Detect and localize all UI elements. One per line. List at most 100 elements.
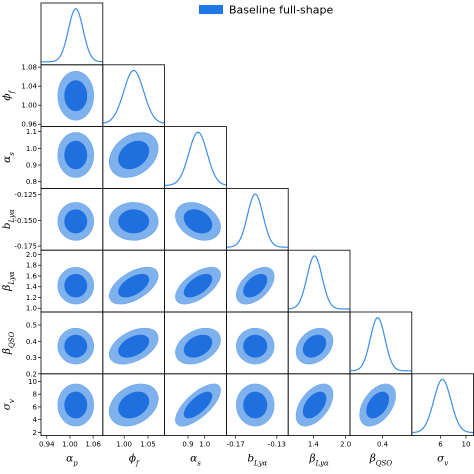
panel-6-0: 0.94 1.00 1.06 αp 2 4 6 8 10 σv — [1, 373, 104, 468]
panel-5-1 — [102, 311, 166, 375]
contour-inner-QSO-Lyα — [243, 334, 268, 358]
y-tick-label-v: 8 — [33, 391, 37, 399]
pdf-curve-p — [41, 8, 103, 63]
panel-4-4 — [287, 249, 351, 313]
panel-6-4: 1.4 2.0 βLyα — [287, 373, 351, 468]
legend-swatch — [199, 5, 223, 14]
x-tick-label-p: 1.06 — [85, 441, 101, 449]
x-tick-label-Lyα: -0.17 — [227, 441, 245, 449]
y-tick-label-v: 2 — [33, 429, 37, 437]
contour-inner-v-Lyα — [243, 391, 268, 419]
y-tick-label-Lyα: 1.2 — [26, 294, 37, 302]
contour-inner-QSO-f — [118, 334, 150, 358]
panel-content-4-4 — [288, 255, 351, 310]
y-tick-label-QSO: 0.2 — [26, 370, 37, 378]
panel-0-0 — [40, 2, 104, 66]
contour-inner-Lyα-p — [64, 273, 88, 298]
panel-content-1-0 — [57, 70, 95, 121]
x-axis-label-p: αp — [66, 453, 78, 468]
panel-2-1 — [102, 126, 166, 189]
y-axis-label-f: ϕf — [1, 89, 16, 100]
panel-content-6-3 — [236, 383, 275, 427]
panel-frame — [411, 373, 474, 436]
x-tick-label-f: 1.05 — [140, 441, 156, 449]
x-axis-label-Lyα: bLyα — [247, 453, 267, 468]
panel-6-2: 0.9 1.0 αs — [164, 373, 227, 468]
x-tick-label-s: 0.9 — [182, 441, 193, 449]
contour-inner-v-QSO — [366, 391, 390, 419]
panel-2-2 — [164, 126, 227, 189]
panel-content-5-3 — [236, 327, 275, 365]
x-axis-label-QSO: βQSO — [369, 453, 393, 468]
contour-inner-Lyα-s — [183, 209, 213, 234]
y-tick-label-v: 6 — [33, 403, 38, 411]
contour-inner-v-Lyα — [302, 391, 327, 419]
panel-content-3-0 — [57, 202, 95, 241]
y-tick-label-QSO: 0.3 — [26, 354, 37, 362]
x-tick-label-Lyα: 1.4 — [308, 441, 320, 449]
panel-3-1 — [102, 187, 166, 251]
panel-content-3-1 — [108, 202, 159, 241]
panel-5-2 — [164, 311, 227, 375]
y-tick-label-s: 1.1 — [26, 128, 37, 136]
x-tick-label-v: 10 — [461, 441, 470, 449]
panel-content-6-0 — [57, 383, 95, 427]
panel-1-0: 0.96 1.00 1.04 1.08 ϕf — [1, 64, 104, 129]
x-axis-label-f: ϕf — [129, 453, 140, 468]
x-tick-label-Lyα: -0.13 — [268, 441, 286, 449]
y-tick-label-Lyα: 1.6 — [26, 272, 38, 280]
panel-5-3 — [225, 311, 289, 375]
contour-inner-Lyα-f — [118, 273, 150, 298]
panel-content-5-4 — [295, 327, 334, 365]
panel-5-0: 0.2 0.3 0.4 0.5 βQSO — [1, 311, 104, 378]
x-axis-label-s: αs — [190, 453, 201, 468]
panel-5-5 — [349, 311, 413, 375]
x-axis-label-Lyα: βLyα — [308, 453, 329, 468]
pdf-curve-QSO — [350, 317, 412, 372]
panel-4-0: 1.0 1.2 1.4 1.6 1.8 2.0 βLyα — [1, 249, 104, 313]
y-tick-label-Lyα: 1.8 — [26, 262, 37, 270]
y-tick-label-Lyα: 1.0 — [26, 305, 37, 313]
y-axis-label-Lyα: βLyα — [1, 271, 16, 292]
panel-frame — [287, 249, 351, 313]
y-tick-label-s: 0.9 — [26, 162, 37, 170]
panel-content-2-0 — [57, 132, 95, 178]
panel-content-4-0 — [57, 266, 95, 305]
y-tick-label-QSO: 0.4 — [26, 338, 38, 346]
y-tick-label-QSO: 0.5 — [26, 322, 37, 330]
panel-content-5-2 — [175, 327, 221, 365]
panel-content-5-1 — [108, 327, 159, 365]
panel-2-0: 0.8 0.9 1.0 1.1 αs — [1, 126, 104, 189]
panel-content-5-0 — [57, 327, 95, 365]
y-tick-label-f: 1.04 — [21, 83, 37, 91]
panel-content-6-4 — [295, 383, 334, 427]
panel-1-1 — [102, 64, 166, 128]
panel-5-4 — [287, 311, 351, 375]
legend: Baseline full-shape — [199, 4, 333, 17]
y-tick-label-f: 1.00 — [21, 102, 37, 110]
contour-inner-QSO-Lyα — [302, 334, 327, 358]
legend-label: Baseline full-shape — [229, 4, 333, 17]
panel-content-4-1 — [108, 266, 159, 305]
y-tick-label-Lyα: 2.0 — [26, 251, 37, 259]
panel-content-2-2 — [164, 131, 227, 186]
y-tick-label-Lyα: -0.175 — [14, 243, 37, 251]
y-tick-label-Lyα: -0.125 — [14, 191, 37, 199]
y-tick-label-s: 0.8 — [26, 178, 37, 186]
x-tick-label-p: 1.00 — [62, 441, 78, 449]
contour-inner-Lyα-f — [118, 209, 150, 234]
y-tick-label-s: 1.0 — [26, 145, 37, 153]
y-tick-label-Lyα: 1.4 — [26, 283, 38, 291]
contour-inner-s-p — [64, 140, 88, 170]
panel-frame — [102, 64, 166, 128]
panel-content-6-5 — [359, 383, 396, 427]
y-tick-label-f: 1.08 — [21, 64, 37, 72]
contour-inner-f-p — [64, 80, 88, 112]
contour-inner-v-p — [64, 391, 88, 419]
pdf-curve-s — [164, 131, 227, 186]
y-axis-label-QSO: βQSO — [1, 331, 16, 355]
